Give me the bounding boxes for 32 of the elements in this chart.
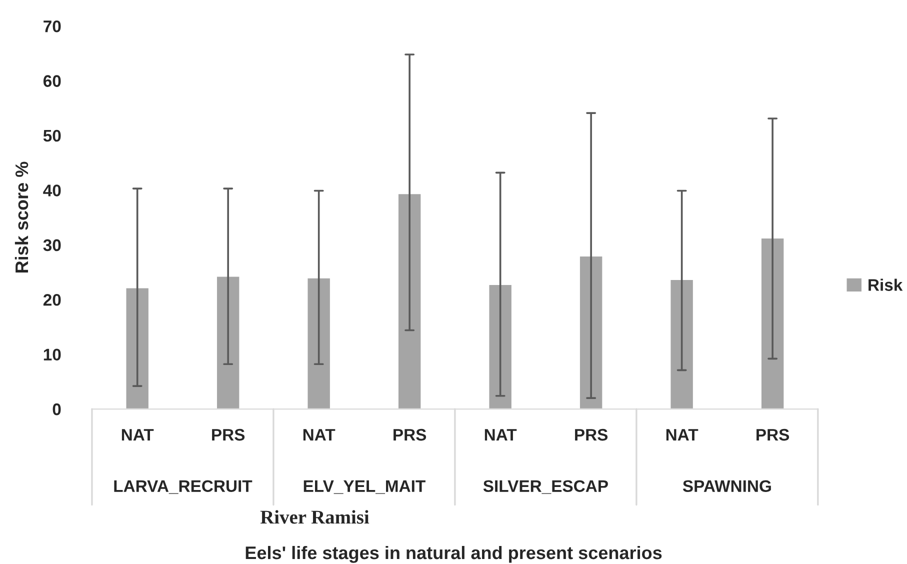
y-tick-label: 10 [44, 348, 61, 361]
y-tick-label: 20 [43, 294, 61, 306]
text: ELV_YEL_MAIT [304, 480, 426, 494]
bar [488, 284, 513, 410]
bar [306, 277, 332, 410]
text: SILVER_ESCAP [483, 480, 608, 494]
y-tick-label: 30 [43, 239, 61, 252]
y-tick-label: 40 [43, 184, 61, 196]
x-tick-label: NAT [666, 429, 698, 441]
bar [216, 275, 241, 410]
bar [760, 237, 786, 410]
y-tick-label: 0 [52, 403, 61, 416]
x-tick-label: NAT [303, 429, 336, 441]
x-tick-label: PRS [575, 428, 608, 441]
y-tick-label: 70 [44, 20, 61, 32]
text: LARVA_RECRUIT [114, 480, 252, 494]
y-axis-title: Risk score % [14, 162, 28, 273]
text: River Ramisi [260, 510, 370, 524]
x-tick-label: PRS [212, 428, 245, 441]
x-tick-label: NAT [122, 429, 154, 441]
bar [124, 286, 150, 410]
bar [578, 255, 604, 410]
text: Eels' life stages in natural and present scenarios [246, 546, 662, 563]
legend-label: Risk [868, 278, 903, 291]
text: SPAWNING [682, 480, 771, 492]
y-tick-label: 60 [43, 75, 61, 87]
x-tick-label: PRS [756, 428, 790, 441]
bar [669, 278, 694, 410]
x-tick-label: PRS [394, 428, 426, 441]
x-tick-label: NAT [484, 429, 517, 441]
y-tick-label: 50 [43, 130, 61, 142]
bar [397, 192, 422, 410]
